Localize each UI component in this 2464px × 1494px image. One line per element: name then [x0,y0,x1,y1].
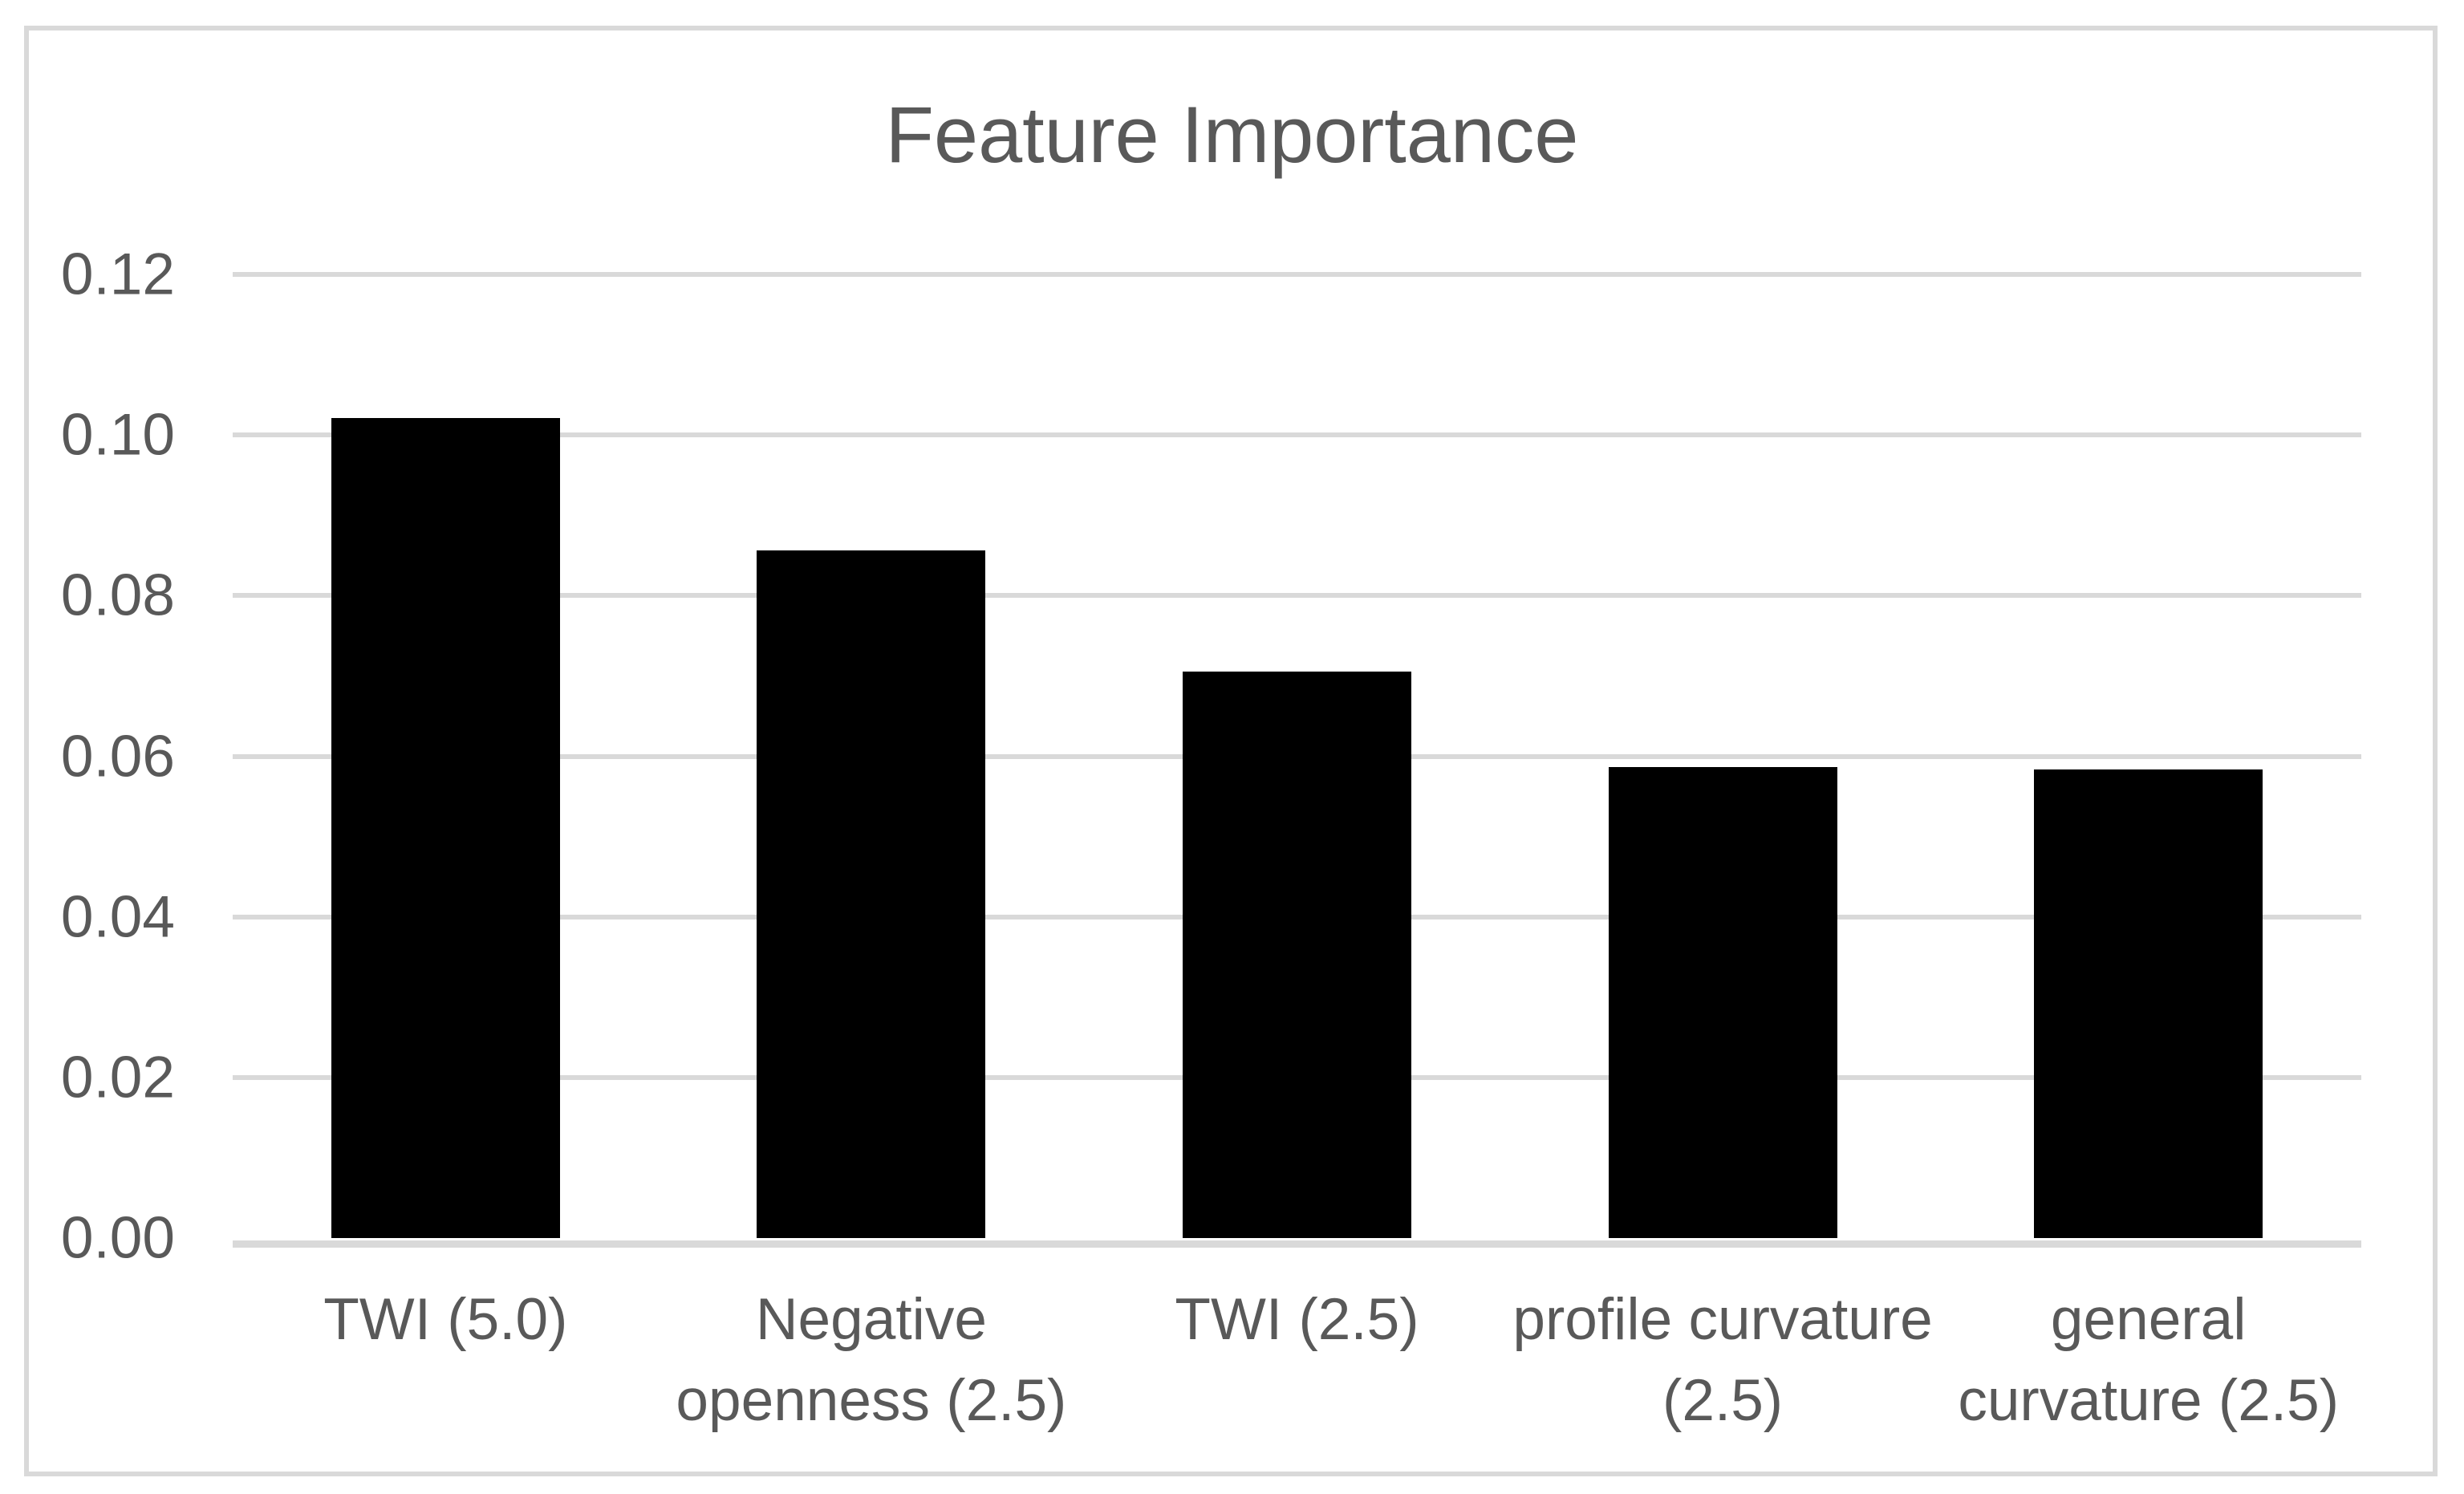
x-category-label-line: profile curvature [1512,1287,1933,1352]
y-tick-label-0.04: 0.04 [60,884,175,950]
gridline-0.12 [233,272,2361,277]
bar-general curvature (2.5) [2034,769,2263,1238]
x-category-label-3: profile curvature (2.5) [1510,1279,1936,1441]
bar-profile curvature (2.5) [1608,767,1837,1238]
bar-TWI (2.5) [1182,672,1411,1238]
x-category-label-line: (2.5) [1662,1368,1784,1433]
x-category-label-line: general [2050,1287,2247,1352]
x-category-label-line: Negative [755,1287,987,1352]
x-category-label-1: Negative openness (2.5) [659,1279,1085,1441]
chart-title: Feature Importance [885,90,1579,179]
y-tick-label-0.06: 0.06 [60,724,175,789]
y-tick-label-0.02: 0.02 [60,1045,175,1110]
bar-TWI (5.0) [331,418,560,1238]
x-category-label-4: general curvature (2.5) [1935,1279,2361,1441]
bar-slot-1 [659,274,1085,1238]
y-tick-label-0.10: 0.10 [60,402,175,468]
bar-Negative openness (2.5) [757,550,986,1238]
bar-slot-0 [233,274,659,1238]
y-tick-label-0.00: 0.00 [60,1205,175,1271]
x-category-label-2: TWI (2.5) [1084,1279,1510,1441]
x-category-label-0: TWI (5.0) [233,1279,659,1441]
gridline-0.10 [233,432,2361,438]
y-tick-label-0.12: 0.12 [60,242,175,307]
x-category-label-line: curvature (2.5) [1958,1368,2340,1433]
y-axis-tick-labels: 0.12 0.10 0.08 0.06 0.04 0.02 0.00 [0,246,175,1268]
x-category-label-line: TWI (2.5) [1175,1287,1419,1352]
plot-area [233,272,2361,1248]
gridline-0.08 [233,593,2361,599]
x-category-label-line: openness (2.5) [676,1368,1067,1433]
x-axis-line [233,1240,2361,1248]
y-tick-label-0.08: 0.08 [60,562,175,628]
x-axis-category-labels: TWI (5.0) Negative openness (2.5) TWI (2.5)… [233,1279,2361,1441]
bar-series [233,274,2361,1238]
x-category-label-line: TWI (5.0) [323,1287,568,1352]
bar-slot-3 [1510,274,1936,1238]
bar-slot-4 [1935,274,2361,1238]
bar-slot-2 [1084,274,1510,1238]
